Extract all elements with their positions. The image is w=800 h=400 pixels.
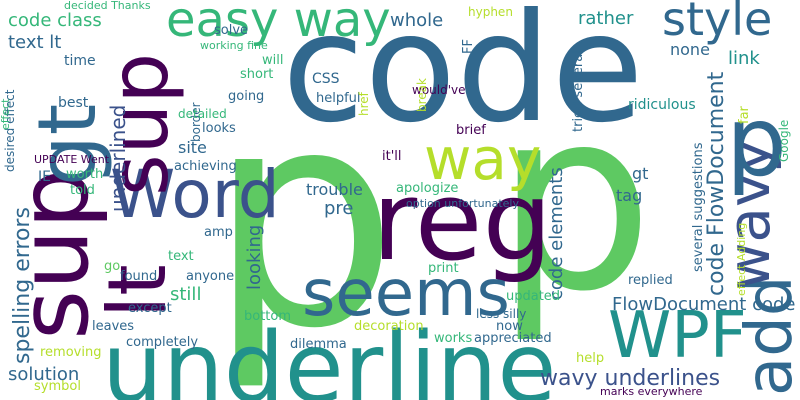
word: apologize — [396, 181, 459, 196]
word: looks — [202, 121, 236, 136]
word: FF — [461, 39, 476, 54]
word: helpful — [316, 91, 361, 106]
word: break — [415, 78, 429, 112]
word: code — [282, 0, 644, 156]
word: best — [58, 95, 89, 111]
word: updated — [506, 289, 561, 304]
word: effect — [0, 98, 12, 130]
word: marks everywhere — [600, 385, 703, 398]
word: code elements — [546, 167, 567, 300]
word: WPF — [608, 299, 747, 373]
word: gt — [632, 164, 649, 183]
word: anyone — [186, 269, 235, 284]
word: would've — [412, 83, 466, 97]
word: pre — [324, 198, 354, 219]
word: p — [208, 45, 399, 394]
word: UPDATE Went — [34, 153, 110, 166]
word: working fine — [200, 39, 268, 52]
word: told — [70, 183, 95, 198]
word: dilemma — [290, 337, 347, 352]
word: hyphen — [468, 5, 513, 19]
word: will — [262, 53, 284, 68]
word: still — [170, 284, 202, 305]
word: href — [357, 92, 371, 116]
word: text — [168, 249, 194, 264]
word: link — [728, 48, 760, 69]
word: ridiculous — [628, 97, 696, 113]
word: removing — [40, 345, 102, 360]
word: code FlowDocument — [704, 71, 729, 296]
word: wavy underlines — [540, 366, 721, 391]
word: whole — [390, 10, 444, 31]
word: site — [178, 138, 207, 157]
word: now — [496, 319, 523, 334]
word: leaves — [92, 319, 135, 334]
word: easy way — [166, 0, 391, 48]
word: CSS — [312, 71, 340, 87]
word: appreciated — [474, 331, 552, 346]
word: brief — [456, 123, 486, 138]
word: it'll — [382, 149, 402, 164]
word: far — [737, 106, 752, 124]
word: none — [670, 40, 710, 59]
word: reg — [372, 157, 553, 285]
word: looking — [244, 224, 265, 290]
word: solution — [8, 364, 80, 385]
word: completely — [126, 335, 199, 350]
word: Word — [110, 156, 280, 233]
word: underlined — [106, 104, 130, 212]
word: found — [120, 269, 158, 284]
word: several suggestions — [691, 142, 706, 272]
word: rather — [578, 8, 634, 29]
word: way — [424, 125, 542, 193]
word: going — [228, 89, 265, 104]
word: seems — [302, 257, 510, 331]
word: decided Thanks — [64, 0, 151, 12]
word: works — [434, 331, 473, 346]
word: option unfortunately — [406, 197, 519, 210]
word: achieving — [174, 159, 237, 174]
word: amp — [204, 225, 233, 240]
word: solve — [214, 23, 249, 38]
word: tag — [616, 186, 643, 205]
word: go — [104, 259, 121, 274]
word: code class — [8, 10, 102, 31]
word: help — [576, 351, 605, 366]
word: print — [428, 261, 459, 276]
word: less silly — [476, 307, 527, 321]
word: short — [240, 67, 274, 82]
word: p — [726, 86, 787, 198]
word: underline — [102, 312, 557, 400]
word: bottom — [244, 309, 292, 324]
word: decoration — [354, 319, 424, 334]
word: p — [495, 55, 654, 346]
word: style — [662, 0, 773, 46]
word: replied — [628, 273, 673, 288]
word: symbol — [34, 379, 81, 394]
word: FlowDocument code — [612, 294, 796, 315]
word: spelling errors — [10, 207, 35, 364]
word: Google — [777, 119, 791, 162]
word: time — [64, 53, 96, 69]
word: worth — [66, 167, 104, 182]
word: IE — [38, 169, 51, 185]
word: tried several — [571, 50, 586, 132]
word: detailed — [178, 107, 227, 121]
word: text lt — [8, 32, 62, 53]
word: trouble — [306, 180, 363, 199]
word: except — [128, 301, 172, 316]
word: effect Adding — [735, 222, 748, 296]
